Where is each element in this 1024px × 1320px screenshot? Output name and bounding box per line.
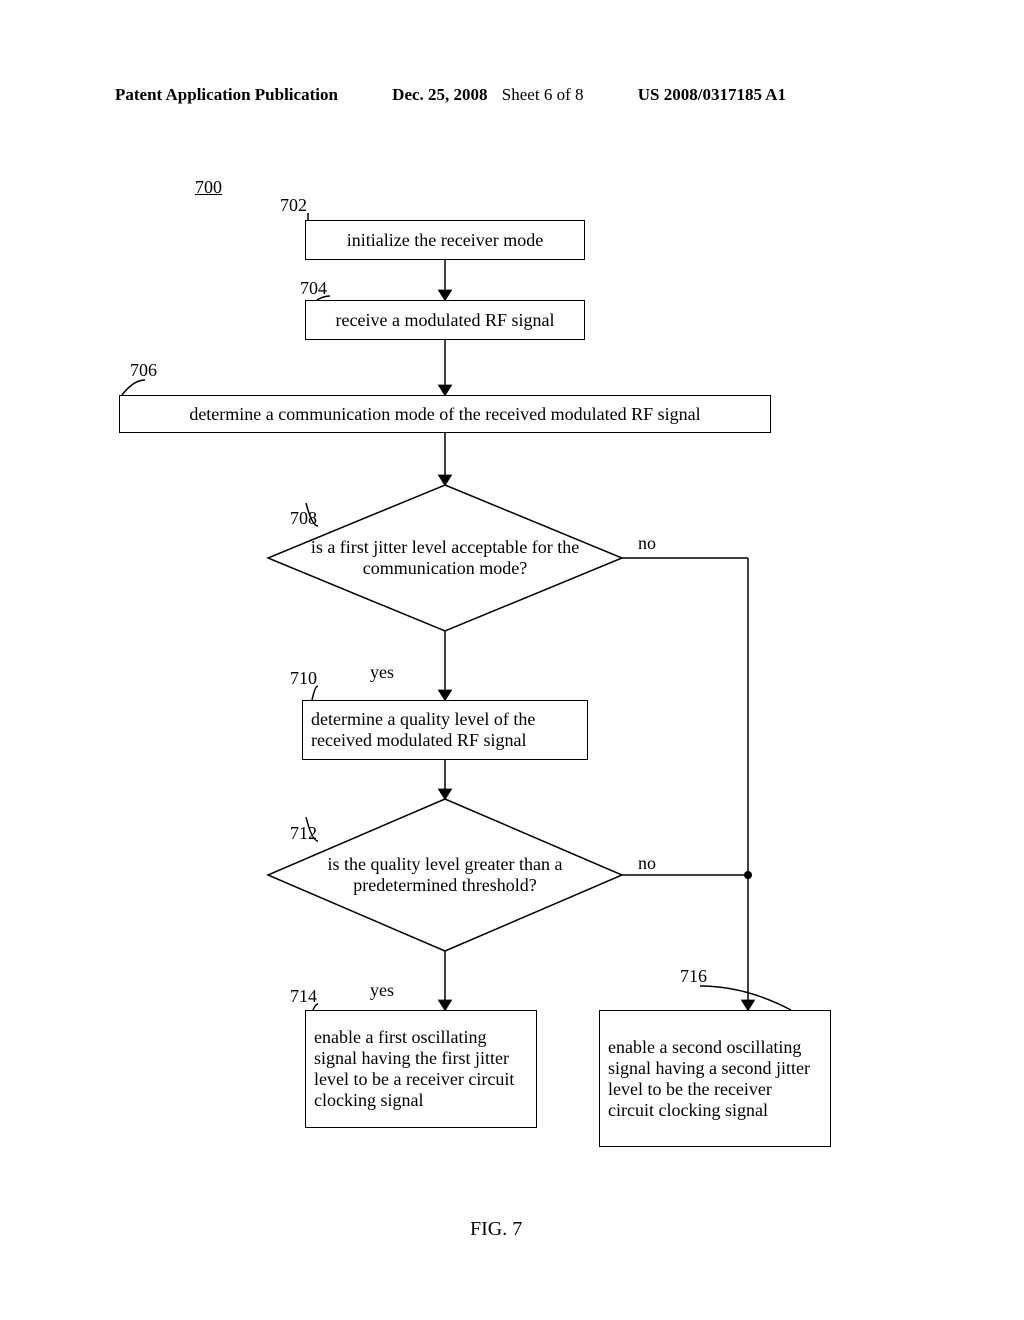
edges-svg bbox=[0, 0, 1024, 1320]
flowchart-canvas: 700 initialize the receiver mode 702 rec… bbox=[0, 0, 1024, 1320]
